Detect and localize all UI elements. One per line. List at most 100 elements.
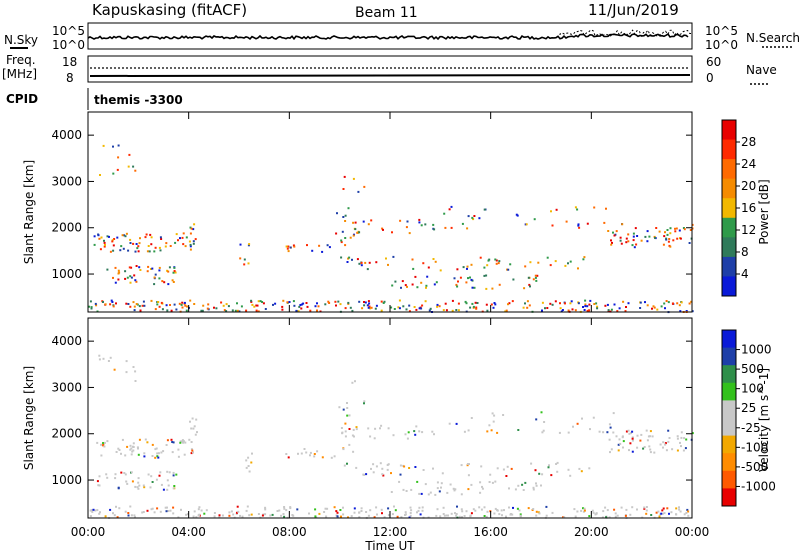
echo-cell [604, 304, 607, 307]
echo-cell [150, 268, 152, 270]
echo-cell [363, 185, 366, 188]
echo-cell [584, 303, 587, 306]
x-tick-label: 12:00 [373, 525, 408, 539]
echo-cell [501, 514, 503, 517]
echo-cell [625, 508, 628, 511]
echo-cell [616, 310, 619, 313]
echo-cell [103, 241, 106, 244]
echo-cell [628, 432, 631, 435]
echo-cell [665, 238, 668, 241]
colorbar-tick-label: 16 [741, 201, 756, 215]
echo-cell [138, 484, 141, 487]
echo-cell [687, 514, 690, 517]
echo-cell [335, 232, 338, 235]
echo-cell [261, 301, 264, 303]
echo-cell [442, 513, 445, 515]
echo-cell [660, 512, 663, 515]
echo-cell [373, 516, 376, 519]
echo-cell [526, 306, 529, 309]
echo-cell [404, 513, 407, 516]
echo-cell [435, 281, 438, 284]
echo-cell [466, 267, 468, 270]
echo-cell [192, 427, 195, 430]
echo-cell [680, 301, 683, 304]
echo-cell [213, 515, 216, 518]
echo-cell [116, 516, 119, 519]
echo-cell [160, 301, 163, 304]
echo-cell [419, 513, 422, 516]
echo-cell [251, 452, 253, 455]
echo-cell [367, 306, 370, 309]
echo-cell [458, 515, 461, 518]
colorbar-tick-label: 20 [741, 179, 756, 193]
echo-cell [532, 488, 535, 491]
echo-cell [504, 310, 507, 313]
echo-cell [240, 305, 243, 308]
echo-cell [98, 484, 101, 487]
echo-cell [580, 470, 583, 473]
echo-cell [225, 310, 228, 313]
echo-cell [262, 302, 265, 305]
echo-cell [114, 473, 117, 476]
echo-cell [309, 309, 312, 312]
echo-cell [473, 215, 476, 217]
echo-cell [126, 445, 129, 448]
echo-cell [363, 301, 365, 303]
echo-cell [197, 508, 200, 511]
colorbar-tick-label: -25 [741, 421, 761, 435]
echo-cell [664, 307, 666, 310]
echo-cell [257, 300, 260, 303]
echo-cell [373, 437, 376, 440]
echo-cell [125, 371, 128, 374]
echo-cell [632, 232, 635, 235]
echo-cell [434, 493, 437, 496]
echo-cell [130, 514, 133, 517]
echo-cell [350, 515, 353, 518]
echo-cell [218, 514, 221, 517]
echo-cell [112, 304, 115, 307]
echo-cell [442, 309, 445, 312]
echo-cell [149, 233, 152, 236]
echo-cell [424, 223, 427, 226]
echo-cell [385, 257, 387, 260]
echo-cell [150, 508, 153, 511]
echo-cell [453, 277, 456, 280]
echo-cell [207, 303, 210, 306]
echo-cell [347, 207, 350, 210]
echo-cell [551, 224, 554, 227]
echo-cell [646, 304, 649, 307]
echo-cell [567, 468, 570, 471]
echo-cell [478, 506, 481, 509]
colorbar-segment [722, 330, 736, 349]
echo-cell [109, 303, 112, 306]
echo-cell [450, 512, 453, 515]
echo-cell [416, 286, 419, 289]
echo-cell [645, 509, 648, 512]
echo-cell [285, 509, 288, 512]
echo-cell [333, 455, 336, 458]
echo-cell [481, 487, 484, 490]
echo-cell [166, 479, 169, 482]
echo-cell [303, 448, 306, 450]
echo-cell [411, 258, 414, 261]
echo-cell [452, 487, 455, 490]
echo-cell [321, 250, 324, 253]
echo-cell [343, 175, 346, 178]
echo-cell [97, 233, 100, 236]
echo-cell [436, 481, 439, 484]
echo-cell [309, 454, 311, 457]
echo-cell [535, 510, 538, 513]
echo-cell [158, 277, 161, 280]
echo-cell [156, 507, 159, 510]
echo-cell [669, 232, 672, 235]
colorbar-segment [722, 347, 736, 366]
echo-cell [96, 441, 99, 444]
echo-cell [147, 473, 150, 476]
y-tick-label: 2000 [51, 427, 82, 441]
echo-cell [399, 464, 402, 467]
echo-cell [604, 506, 607, 509]
echo-cell [396, 515, 399, 518]
echo-cell [497, 262, 500, 265]
echo-cell [380, 309, 383, 312]
echo-cell [529, 261, 532, 264]
